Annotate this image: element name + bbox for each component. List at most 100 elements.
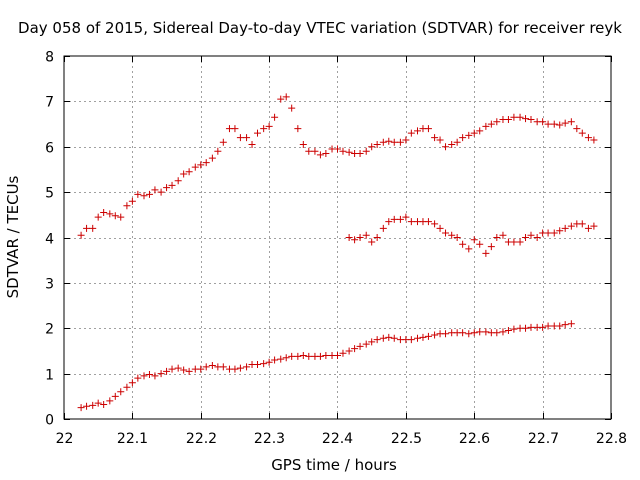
data-point-plus [185,168,193,176]
data-point-plus [544,229,552,237]
data-point-plus [442,143,450,151]
data-point-plus [339,349,347,357]
data-point-plus [197,161,205,169]
data-point-plus [145,190,153,198]
y-tick-label: 5 [45,186,54,202]
chart-title: Day 058 of 2015, Sidereal Day-to-day VTE… [18,19,622,37]
data-point-plus [180,170,188,178]
data-point-plus [522,324,530,332]
data-point-plus [499,328,507,336]
data-point-plus [407,129,415,137]
data-point-plus [168,365,176,373]
data-point-plus [128,197,136,205]
data-point-plus [94,399,102,407]
data-point-plus [544,120,552,128]
data-point-plus [294,125,302,133]
data-point-plus [351,345,359,353]
data-point-plus [567,222,575,230]
data-point-plus [379,334,387,342]
data-point-plus [140,192,148,200]
x-tick-label: 22.4 [322,431,353,447]
data-point-plus [561,119,569,127]
data-point-plus [373,336,381,344]
y-tick-label: 3 [45,277,54,293]
data-point-plus [288,104,296,112]
data-point-plus [260,360,268,368]
data-point-plus [584,134,592,142]
data-point-plus [424,332,432,340]
data-point-plus [448,140,456,148]
data-point-plus [368,143,376,151]
data-point-plus [356,234,364,241]
data-points [77,93,598,412]
axis-ticks: 0 1 2 3 4 5 6 7 8 22 22.1 22.2 22.3 22.4 22.5 22.6 22.7 2… [45,50,627,448]
data-point-plus [145,371,153,379]
data-point-plus [567,118,575,126]
data-point-plus [396,138,404,146]
data-point-plus [465,131,473,139]
y-tick-label: 8 [45,50,54,66]
data-point-plus [482,122,490,130]
x-tick-label: 22.6 [459,431,490,447]
data-point-plus [539,118,547,126]
data-point-plus [356,342,364,350]
data-point-plus [356,150,364,158]
data-point-plus [294,352,302,360]
data-point-plus [556,121,564,129]
data-point-plus [83,402,91,410]
data-point-plus [322,150,330,158]
data-point-plus [197,365,205,373]
data-point-plus [590,222,598,230]
data-point-plus [413,127,421,135]
data-point-plus [470,329,478,337]
data-point-plus [448,231,456,239]
data-point-plus [106,397,114,405]
data-point-plus [465,245,473,253]
data-point-plus [219,138,227,146]
data-point-plus [254,361,262,369]
series-middle [345,213,598,257]
x-tick-label: 22.1 [117,431,148,447]
data-point-plus [510,238,518,246]
data-point-plus [578,220,586,228]
data-point-plus [362,147,370,155]
data-point-plus [390,215,398,223]
data-point-plus [151,372,159,380]
data-point-plus [202,159,210,167]
data-point-plus [379,224,387,232]
data-point-plus [544,322,552,330]
data-point-plus [277,95,285,103]
data-point-plus [111,212,119,220]
data-point-plus [299,351,307,359]
data-point-plus [442,229,450,237]
data-point-plus [89,401,97,409]
data-point-plus [322,351,330,359]
y-tick-label: 7 [45,95,54,111]
data-point-plus [345,234,353,241]
data-point-plus [339,147,347,155]
data-point-plus [550,120,558,128]
data-point-plus [539,323,547,331]
data-point-plus [100,209,108,217]
data-point-plus [510,113,518,121]
data-point-plus [368,338,376,346]
data-point-plus [208,361,216,369]
x-tick-label: 22.3 [254,431,285,447]
data-point-plus [504,327,512,335]
data-point-plus [334,351,341,359]
data-point-plus [413,334,421,342]
y-tick-label: 1 [45,368,54,384]
data-point-plus [459,240,467,248]
data-point-plus [459,329,467,337]
x-tick-label: 22.5 [391,431,422,447]
data-point-plus [402,136,410,144]
y-tick-label: 2 [45,322,54,338]
data-point-plus [202,363,210,371]
data-point-plus [573,125,581,133]
data-point-plus [345,148,353,156]
data-point-plus [83,224,91,232]
data-point-plus [493,329,501,337]
data-point-plus [243,134,251,142]
data-point-plus [362,231,370,239]
data-point-plus [436,136,444,144]
